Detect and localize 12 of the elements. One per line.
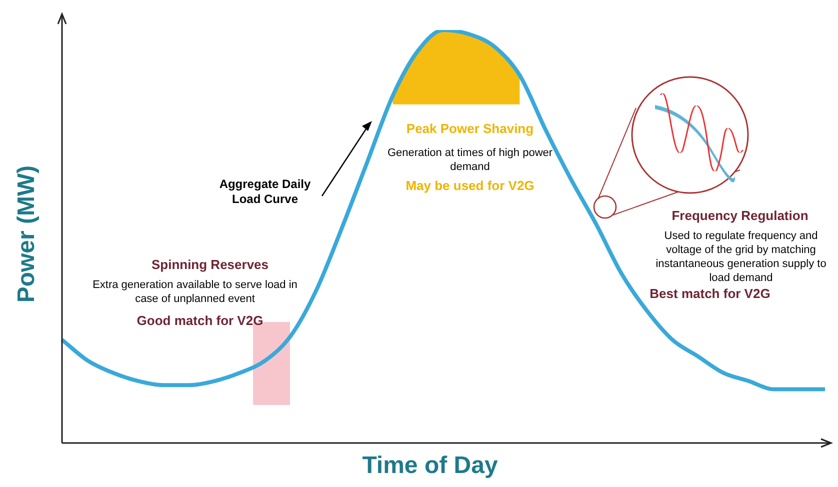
annotation: Used to regulate frequency and voltage of the grid by matching instantaneous generation supply to load demand [654,229,828,285]
annotation: May be used for V2G [404,178,536,193]
text: Aggregate Daily Load Curve [218,177,312,207]
annotation: Frequency Regulation [670,208,810,223]
annotation: Best match for V2G [648,286,772,301]
x-axis-title: Time of Day [361,452,499,480]
annotation: Extra generation available to serve load in case of unplanned event [92,278,298,306]
annotation: Generation at times of high power demand [386,146,554,174]
y-axis-title: Power (MW) [13,164,41,305]
annotation: Spinning Reserves [150,257,270,272]
annotation: Good match for V2G [136,313,264,328]
annotation: Peak Power Shaving [405,121,535,136]
